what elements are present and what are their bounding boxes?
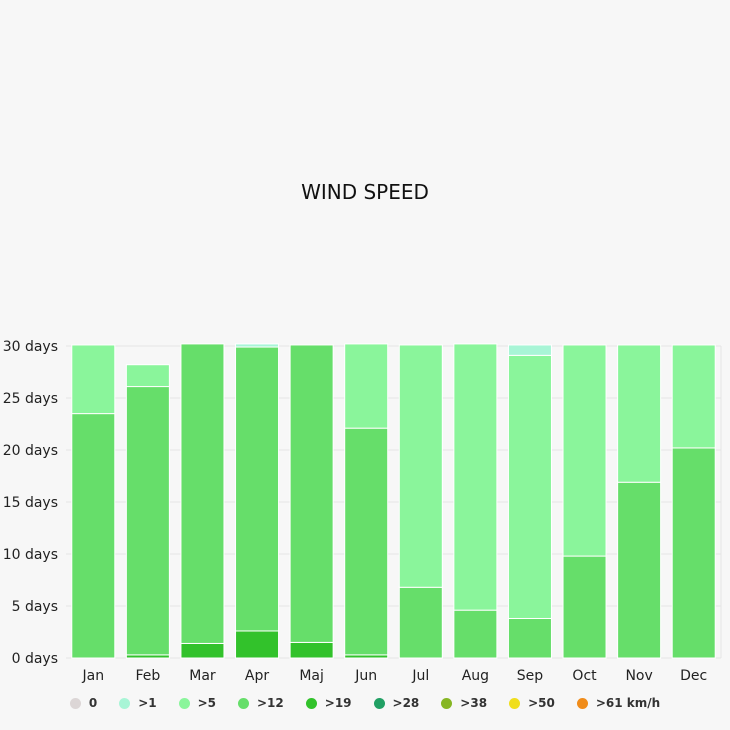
legend-item[interactable]: 0 — [69, 696, 98, 710]
legend-item[interactable]: >19 — [305, 696, 352, 710]
x-tick-label: Mar — [189, 668, 216, 684]
chart-title: WIND SPEED — [301, 180, 429, 204]
x-axis-ticks: Jan Feb Mar Apr Maj Jun Jul Aug Sep Oct Nov Dec — [81, 668, 707, 684]
y-tick-label: 25 days — [3, 391, 58, 407]
legend-item[interactable]: >1 — [119, 696, 157, 710]
legend-label: >38 — [460, 696, 488, 710]
bar-segment[interactable] — [398, 586, 443, 659]
bar-segment[interactable] — [235, 343, 280, 348]
x-tick-label: Jul — [411, 668, 429, 684]
legend-swatch — [238, 697, 249, 709]
bar-segment[interactable] — [289, 641, 334, 659]
legend-label: 0 — [88, 696, 98, 710]
legend-label: >12 — [257, 696, 284, 710]
bar-segment[interactable] — [180, 343, 225, 644]
x-tick-label: Apr — [245, 668, 269, 684]
bar-segment[interactable] — [671, 344, 716, 449]
legend-swatch — [69, 697, 81, 709]
bar-segment[interactable] — [71, 344, 116, 415]
bar-segment[interactable] — [398, 344, 443, 588]
grid-lines — [66, 345, 722, 659]
legend: 0 >1 >5 >12 >19 >28 >38 >50 >61 km/h — [0, 696, 730, 710]
legend-swatch — [119, 697, 131, 709]
bar-segment[interactable] — [235, 630, 280, 659]
y-tick-label: 20 days — [3, 443, 58, 459]
bar-segment[interactable] — [235, 346, 280, 632]
x-tick-label: Dec — [680, 668, 707, 684]
legend-item[interactable]: >61 km/h — [576, 696, 661, 710]
legend-swatch — [373, 697, 385, 709]
x-tick-label: Sep — [517, 668, 544, 684]
legend-label: >5 — [197, 696, 216, 710]
legend-item[interactable]: >5 — [178, 696, 216, 710]
bar-segment[interactable] — [71, 413, 116, 659]
bar-segment[interactable] — [180, 642, 225, 659]
x-tick-label: Maj — [299, 668, 324, 684]
bar-segment[interactable] — [671, 447, 716, 659]
legend-swatch — [441, 697, 453, 709]
bar-segment[interactable] — [507, 344, 552, 356]
legend-label: >50 — [528, 696, 555, 710]
legend-swatch — [509, 697, 521, 709]
x-tick-label: Feb — [135, 668, 160, 684]
bars — [71, 343, 716, 659]
legend-swatch — [576, 697, 588, 709]
y-tick-label: 15 days — [3, 495, 58, 511]
x-tick-label: Aug — [462, 668, 489, 684]
legend-swatch — [305, 697, 317, 709]
bar-segment[interactable] — [125, 386, 170, 656]
legend-item[interactable]: >38 — [441, 696, 487, 710]
bar-segment[interactable] — [617, 344, 662, 483]
y-tick-label: 0 days — [12, 651, 58, 667]
bar-segment[interactable] — [617, 481, 662, 659]
bar-segment[interactable] — [289, 344, 334, 643]
legend-label: >28 — [392, 696, 420, 710]
x-tick-label: Nov — [625, 668, 652, 684]
legend-item[interactable]: >50 — [509, 696, 555, 710]
bar-segment[interactable] — [125, 364, 170, 388]
x-tick-label: Oct — [572, 668, 597, 684]
bar-segment[interactable] — [507, 354, 552, 619]
legend-item[interactable]: >12 — [238, 696, 284, 710]
y-tick-label: 5 days — [12, 599, 58, 615]
bar-segment[interactable] — [453, 343, 498, 611]
legend-label: >19 — [324, 696, 352, 710]
y-tick-label: 30 days — [3, 339, 58, 355]
legend-label: >61 km/h — [595, 696, 661, 710]
bar-segment[interactable] — [562, 555, 607, 659]
bar-segment[interactable] — [453, 609, 498, 659]
bar-segment[interactable] — [344, 427, 389, 656]
legend-item[interactable]: >28 — [373, 696, 420, 710]
legend-swatch — [178, 697, 190, 709]
y-axis-ticks: 0 days 5 days 10 days 15 days 20 days 25 days… — [3, 339, 58, 667]
y-tick-label: 10 days — [3, 547, 58, 563]
x-tick-label: Jun — [354, 668, 377, 684]
bar-segment[interactable] — [507, 617, 552, 659]
legend-label: >1 — [138, 696, 157, 710]
x-tick-label: Jan — [81, 668, 104, 684]
bar-segment[interactable] — [562, 344, 607, 557]
bar-segment[interactable] — [344, 343, 389, 429]
